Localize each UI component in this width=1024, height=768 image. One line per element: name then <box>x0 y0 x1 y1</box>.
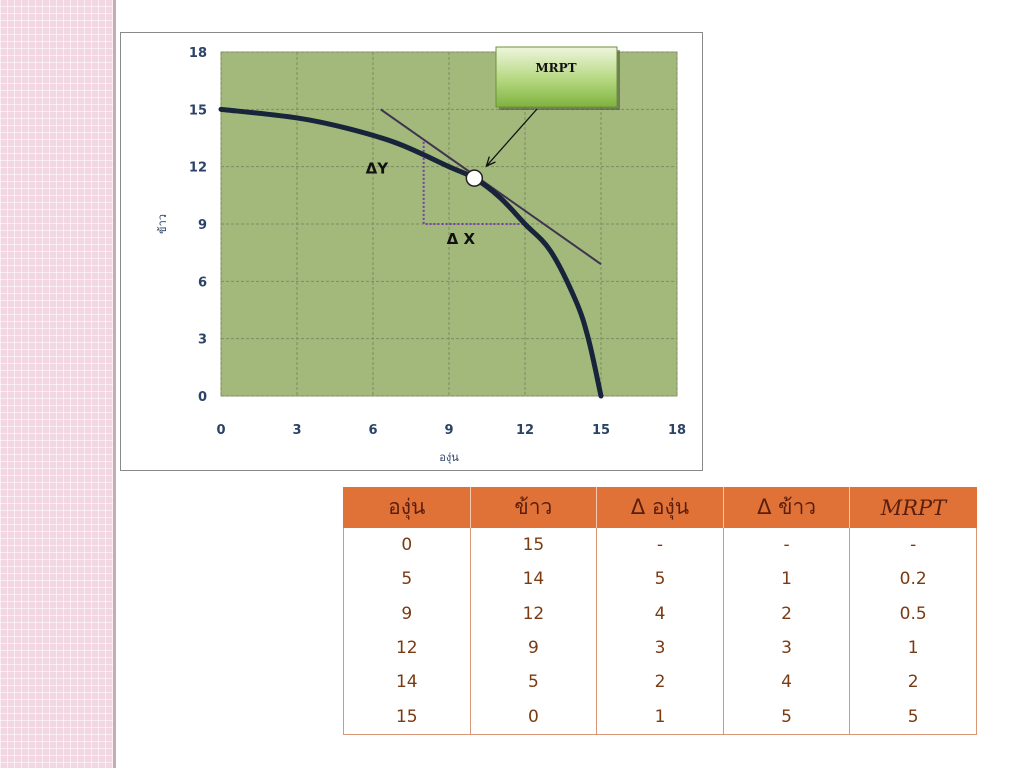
table-cell: 4 <box>722 665 851 700</box>
table-cell: 12 <box>469 596 598 631</box>
table-cell: 0.5 <box>849 596 977 631</box>
tangency-point <box>465 169 484 187</box>
y-tick-label: 6 <box>198 275 207 290</box>
y-axis-title: ข้าว <box>156 214 169 234</box>
table-cell: 5 <box>722 699 851 735</box>
table-cell: 0.2 <box>849 562 977 597</box>
table-cell: 5 <box>596 562 724 597</box>
x-tick-label: 6 <box>368 423 377 438</box>
mrpt-callout-label: MRPT <box>535 61 576 75</box>
table-cell: 15 <box>469 528 598 563</box>
callout-arrow-head <box>485 156 496 168</box>
x-tick-label: 15 <box>592 423 610 438</box>
table-cell: 0 <box>469 699 598 735</box>
table-cell: 9 <box>343 596 471 631</box>
table-row: 15 0 1 5 5 <box>343 699 977 735</box>
table-cell: 0 <box>343 528 471 563</box>
decorative-pattern-strip <box>0 0 113 768</box>
table-row: 12 9 3 3 1 <box>343 630 977 666</box>
x-tick-label: 0 <box>216 423 225 438</box>
x-tick-label: 3 <box>292 423 301 438</box>
table-cell: 1 <box>722 562 851 597</box>
y-tick-label: 3 <box>198 333 207 348</box>
table-cell: 12 <box>343 630 471 666</box>
table-cell: 2 <box>596 665 724 700</box>
table-row: 9 12 4 2 0.5 <box>343 596 977 631</box>
table-cell: 15 <box>343 699 471 735</box>
mrpt-callout-box <box>495 46 618 108</box>
header-mrpt: MRPT <box>849 487 977 528</box>
table-cell: 1 <box>849 630 977 666</box>
table-row: 0 15 - - - <box>343 528 977 563</box>
table-cell: 3 <box>722 630 851 666</box>
table-cell: 14 <box>469 562 598 597</box>
table-row: 14 5 2 4 2 <box>343 665 977 700</box>
x-tick-label: 18 <box>668 423 686 438</box>
header-grapes: องุ่น <box>343 487 471 528</box>
table-cell: 5 <box>343 562 471 597</box>
ppf-curve <box>218 106 604 399</box>
table-cell: 14 <box>343 665 471 700</box>
header-rice: ข้าว <box>469 487 597 528</box>
table-cell: 9 <box>469 630 598 666</box>
decorative-strip-edge <box>113 0 116 768</box>
table-cell: - <box>849 528 977 563</box>
table-cell: - <box>596 528 724 563</box>
table-header-row: องุ่น ข้าว Δ องุ่น Δ ข้าว MRPT <box>343 487 977 528</box>
delta-guide-lines <box>422 141 525 225</box>
table-cell: 4 <box>596 596 724 631</box>
header-delta-grapes: Δ องุ่น <box>596 487 724 528</box>
delta-y-label: ΔY <box>366 160 390 178</box>
ppf-chart: 0 3 6 9 12 15 18 0 3 6 9 12 15 18 องุ่น ข้าว ΔY Δ X MRPT <box>156 46 686 464</box>
x-tick-label: 9 <box>444 423 453 438</box>
table-cell: 2 <box>849 665 977 700</box>
table-cell: 5 <box>469 665 598 700</box>
table-cell: - <box>722 528 851 563</box>
y-tick-label: 18 <box>189 46 207 61</box>
table-cell: 1 <box>596 699 724 735</box>
table-cell: 5 <box>849 699 977 735</box>
ppf-data-table: องุ่น ข้าว Δ องุ่น Δ ข้าว MRPT 0 15 - - … <box>343 487 977 735</box>
table-cell: 2 <box>722 596 851 631</box>
chart-container: 0 3 6 9 12 15 18 0 3 6 9 12 15 18 องุ่น ข้าว ΔY Δ X MRPT <box>120 32 703 471</box>
y-tick-label: 12 <box>189 161 207 176</box>
callout-arrow-line <box>485 108 538 167</box>
table-cell: 3 <box>596 630 724 666</box>
y-tick-label: 9 <box>198 218 207 233</box>
table-row: 5 14 5 1 0.2 <box>343 562 977 597</box>
header-delta-rice: Δ ข้าว <box>722 487 850 528</box>
y-tick-label: 15 <box>189 103 207 118</box>
y-tick-label: 0 <box>198 390 207 405</box>
delta-x-label: Δ X <box>447 230 476 248</box>
x-axis-title: องุ่น <box>439 451 459 464</box>
x-tick-label: 12 <box>516 423 534 438</box>
